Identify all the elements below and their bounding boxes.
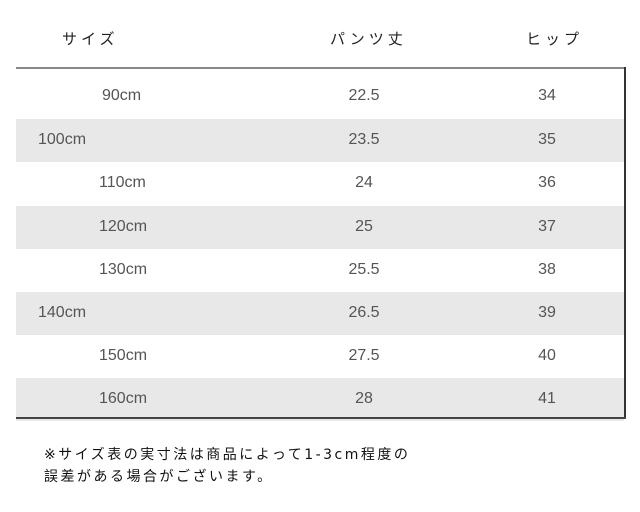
length-value: 23.5	[348, 131, 380, 148]
length-value: 26.5	[348, 304, 380, 321]
size-cell: 140cm	[38, 304, 87, 321]
hip-value: 34	[538, 87, 556, 104]
size-cell: 90cm	[102, 87, 142, 104]
table-right-border	[624, 67, 626, 419]
table-bottom-border	[16, 417, 626, 419]
header-hip: ヒップ	[526, 30, 584, 48]
length-value: 22.5	[348, 87, 380, 104]
table-row: 130cm 25.5 38	[16, 249, 624, 292]
length-value: 25.5	[348, 261, 380, 278]
length-value: 27.5	[348, 347, 380, 364]
length-value: 25	[355, 218, 373, 235]
table-row: 140cm 26.5 39	[16, 292, 624, 335]
size-cell: 160cm	[99, 390, 148, 407]
table-row: 90cm 22.5 34	[16, 75, 624, 118]
size-cell: 130cm	[99, 261, 148, 278]
table-top-border	[16, 67, 626, 69]
note-line-1: ※サイズ表の実寸法は商品によって1-3cm程度の	[44, 447, 411, 463]
note-line-2: 誤差がある場合がございます。	[44, 469, 274, 485]
table-row: 110cm 24 36	[16, 162, 624, 205]
length-value: 28	[355, 390, 373, 407]
hip-value: 35	[538, 131, 556, 148]
table-row: 160cm 28 41	[16, 378, 624, 421]
hip-value: 37	[538, 218, 556, 235]
hip-value: 38	[538, 261, 556, 278]
size-cell: 110cm	[99, 174, 146, 191]
header-pants-length: パンツ丈	[330, 30, 407, 48]
table-row: 150cm 27.5 40	[16, 335, 624, 378]
length-value: 24	[355, 174, 373, 191]
size-cell: 120cm	[99, 218, 148, 235]
table-row: 120cm 25 37	[16, 206, 624, 249]
table-row: 100cm 23.5 35	[16, 119, 624, 162]
size-cell: 100cm	[38, 131, 87, 148]
hip-value: 40	[538, 347, 556, 364]
header-size: サイズ	[62, 30, 119, 48]
size-cell: 150cm	[99, 347, 148, 364]
hip-value: 41	[538, 390, 556, 407]
hip-value: 39	[538, 304, 556, 321]
hip-value: 36	[538, 174, 556, 191]
